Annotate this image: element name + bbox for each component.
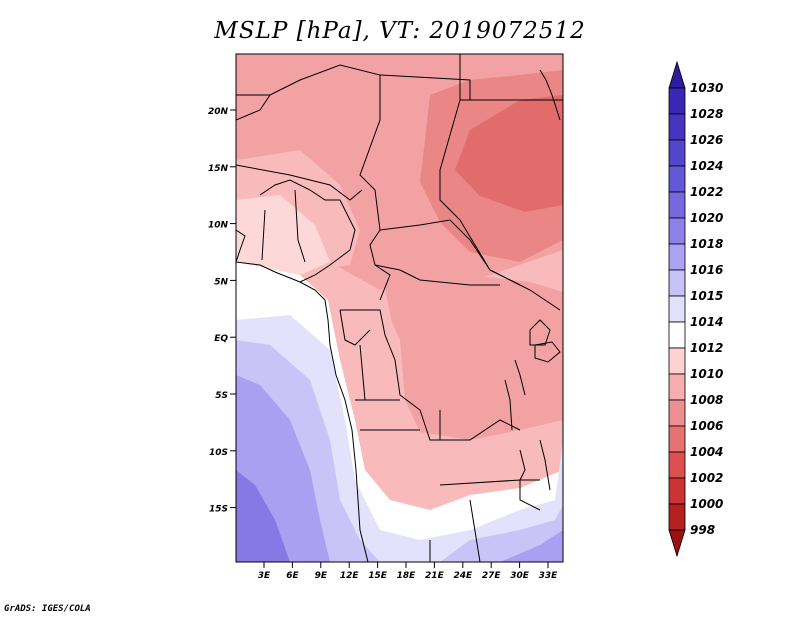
longitude-axis: 3E 6E 9E 12E 15E 18E 21E 24E 27E 30E 33E <box>258 562 558 581</box>
colorbar-label: 1024 <box>690 159 723 173</box>
colorbar: 1030 1028 1026 1024 1022 1020 1018 1016 1015 1014… <box>668 60 723 558</box>
colorbar-label: 1026 <box>690 133 723 147</box>
colorbar-swatch <box>668 503 686 531</box>
field-low-core <box>455 95 563 212</box>
colorbar-swatch <box>668 87 686 115</box>
field-pink-central <box>330 295 563 482</box>
colorbar-label: 1018 <box>690 237 723 251</box>
lon-tick-label: 24E <box>453 571 473 581</box>
colorbar-swatch <box>668 373 686 401</box>
lon-tick-label: 33E <box>539 571 559 581</box>
map-frame <box>235 53 564 563</box>
latitude-axis: 20N 15N 10N 5N EQ 5S 10S 15S <box>208 107 236 515</box>
lat-tick-label: 5S <box>215 391 228 401</box>
colorbar-swatch <box>668 477 686 505</box>
colorbar-top-arrow <box>668 60 686 89</box>
sahara-borders <box>236 54 563 301</box>
colorbar-label: 1002 <box>690 471 723 485</box>
colorbar-swatch <box>668 451 686 479</box>
lon-tick-label: 3E <box>258 571 271 581</box>
colorbar-swatch <box>668 269 686 297</box>
colorbar-bottom-arrow <box>668 529 686 558</box>
lon-tick-label: 27E <box>482 571 502 581</box>
colorbar-swatch <box>668 321 686 349</box>
lat-tick-label: 10S <box>209 448 228 458</box>
colorbar-swatch <box>668 425 686 453</box>
colorbar-swatch <box>668 139 686 167</box>
colorbar-swatch <box>668 295 686 323</box>
colorbar-label: 1012 <box>690 341 723 355</box>
lat-tick-label: 10N <box>208 221 229 231</box>
colorbar-label: 1004 <box>690 445 723 459</box>
lon-tick-label: 30E <box>510 571 530 581</box>
colorbar-label: 1030 <box>690 81 723 95</box>
red-sea-coast <box>539 69 561 121</box>
lon-tick-label: 15E <box>368 571 388 581</box>
colorbar-label: 1008 <box>690 393 723 407</box>
field-red-central <box>380 260 563 440</box>
field-mid-blue <box>236 375 563 562</box>
colorbar-label: 1022 <box>690 185 723 199</box>
west-africa-borders <box>259 179 356 283</box>
colorbar-swatch <box>668 399 686 427</box>
colorbar-swatch <box>668 191 686 219</box>
pressure-field <box>236 54 563 562</box>
lon-tick-label: 6E <box>286 571 299 581</box>
grads-credit: GrADS: IGES/COLA <box>4 604 91 614</box>
lat-tick-label: 20N <box>208 107 229 117</box>
lat-tick-label: 15S <box>209 505 228 515</box>
colorbar-label: 998 <box>690 523 715 537</box>
lon-tick-label: 21E <box>425 571 445 581</box>
field-deep-blue <box>236 470 290 562</box>
lat-tick-label: 15N <box>208 164 229 174</box>
colorbar-swatch <box>668 217 686 245</box>
coastline <box>236 229 369 562</box>
lon-tick-label: 9E <box>315 571 328 581</box>
colorbar-label: 1020 <box>690 211 723 225</box>
lat-tick-label: 5N <box>214 277 228 287</box>
great-lakes <box>504 319 551 491</box>
colorbar-swatch <box>668 113 686 141</box>
field-pale-coast <box>236 195 330 275</box>
colorbar-label: 1014 <box>690 315 723 329</box>
colorbar-swatch <box>668 347 686 375</box>
colorbar-label: 1016 <box>690 263 723 277</box>
lon-tick-label: 12E <box>340 571 360 581</box>
colorbar-label: 1010 <box>690 367 723 381</box>
country-borders <box>236 54 563 562</box>
colorbar-label: 1000 <box>690 497 723 511</box>
field-light-blue <box>236 340 563 562</box>
colorbar-swatch <box>668 165 686 193</box>
colorbar-label: 1028 <box>690 107 723 121</box>
lon-tick-label: 18E <box>397 571 417 581</box>
colorbar-swatch <box>668 243 686 271</box>
map-title: MSLP [hPa], VT: 2019072512 <box>214 18 586 44</box>
colorbar-label: 1015 <box>690 289 723 303</box>
lake-victoria <box>534 341 561 363</box>
lat-tick-label: EQ <box>214 334 228 344</box>
colorbar-label: 1006 <box>690 419 723 433</box>
